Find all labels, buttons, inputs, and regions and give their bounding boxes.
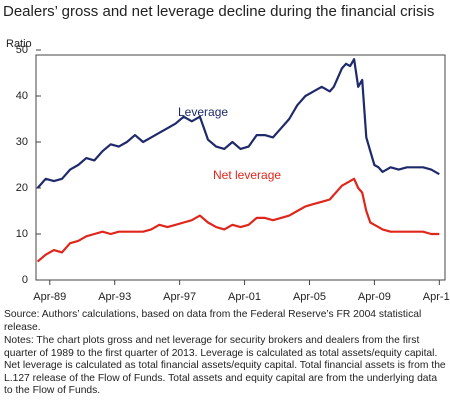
notes: Notes: The chart plots gross and net lev… [4,335,446,396]
x-tick-label: Apr-09 [358,291,391,303]
series-line [36,177,440,263]
y-axis-label: Ratio [6,38,32,50]
chart: Dealers’ gross and net leverage decline … [3,3,450,303]
series-label: Leverage [178,105,228,119]
x-tick-label: Apr-93 [98,291,131,303]
x-tick-label: Apr-01 [228,291,261,303]
y-tick-label: 10 [16,228,28,240]
y-tick-label: 50 [16,44,28,56]
series-label: Net leverage [213,168,281,182]
y-tick-label: 0 [22,274,28,286]
y-tick-label: 30 [16,136,28,148]
x-tick-label: Apr-13 [423,291,450,303]
series-line [36,58,440,189]
y-tick-label: 40 [16,90,28,102]
x-tick-label: Apr-05 [293,291,326,303]
x-tick-label: Apr-89 [33,291,66,303]
x-tick-label: Apr-97 [163,291,196,303]
source: Source: Authors’ calculations, based on … [4,309,422,333]
chart-title: Dealers’ gross and net leverage decline … [3,3,434,20]
plot-frame [35,54,446,281]
y-tick-label: 20 [16,182,28,194]
